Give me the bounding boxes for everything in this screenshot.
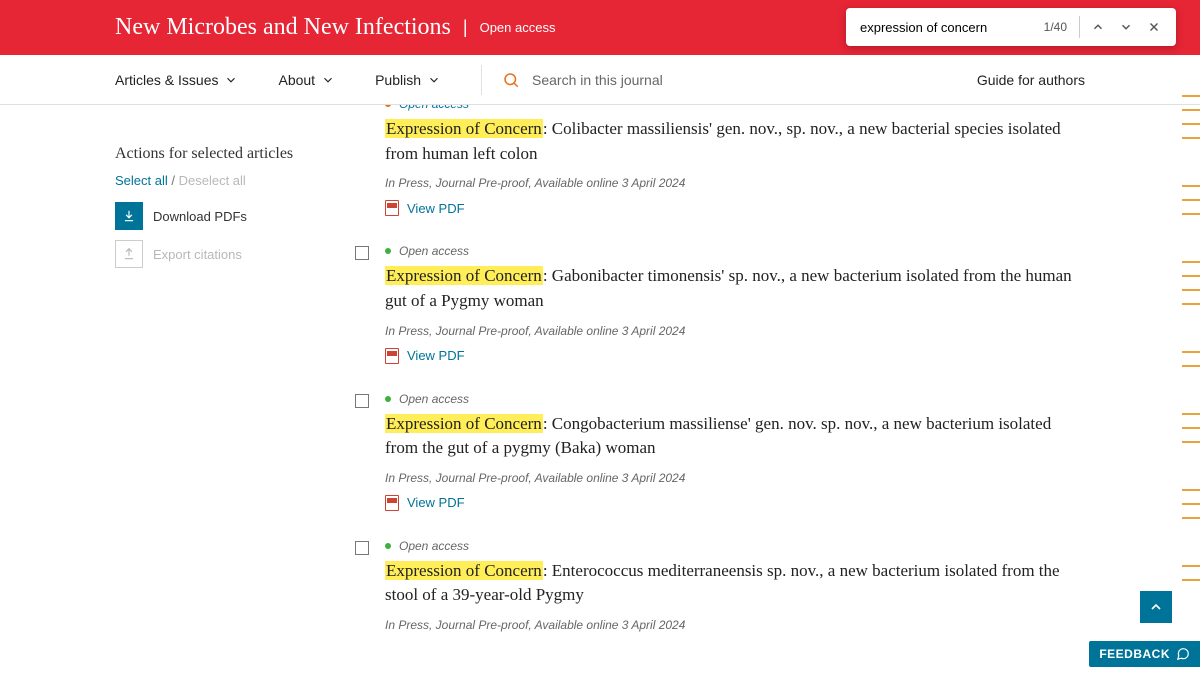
find-in-page-bar: 1/40 bbox=[846, 8, 1176, 46]
download-label: Download PDFs bbox=[153, 209, 247, 224]
chevron-down-icon bbox=[321, 73, 335, 87]
chevron-down-icon bbox=[427, 73, 441, 87]
search-prompt[interactable]: Search in this journal bbox=[532, 72, 663, 88]
nav-articles-issues[interactable]: Articles & Issues bbox=[115, 72, 238, 88]
find-next-button[interactable] bbox=[1112, 13, 1140, 41]
article-checkbox[interactable] bbox=[355, 541, 369, 555]
find-close-button[interactable] bbox=[1140, 13, 1168, 41]
article-item: Open access Expression of Concern: Enter… bbox=[355, 539, 1085, 632]
open-access-label: Open access bbox=[399, 539, 469, 553]
article-meta: In Press, Journal Pre-proof, Available o… bbox=[385, 324, 1085, 338]
article-meta: In Press, Journal Pre-proof, Available o… bbox=[385, 618, 1085, 632]
open-access-label: Open access bbox=[399, 392, 469, 406]
search-highlight: Expression of Concern bbox=[385, 561, 543, 580]
export-icon bbox=[115, 240, 143, 268]
chevron-down-icon bbox=[224, 73, 238, 87]
article-title[interactable]: Expression of Concern: Colibacter massil… bbox=[385, 117, 1085, 166]
journal-header: New Microbes and New Infections | Open a… bbox=[0, 0, 1200, 55]
nav-publish[interactable]: Publish bbox=[375, 72, 441, 88]
chevron-up-icon bbox=[1148, 599, 1164, 615]
view-pdf-label: View PDF bbox=[407, 495, 465, 510]
view-pdf-link[interactable]: View PDF bbox=[385, 348, 1085, 364]
open-access-badge[interactable]: Open access bbox=[480, 20, 556, 35]
chevron-up-icon bbox=[1091, 20, 1105, 34]
scroll-to-top-button[interactable] bbox=[1140, 591, 1172, 623]
feedback-label: FEEDBACK bbox=[1099, 647, 1170, 661]
pdf-icon bbox=[385, 200, 399, 216]
nav-label: Articles & Issues bbox=[115, 72, 218, 88]
feedback-button[interactable]: FEEDBACK bbox=[1089, 641, 1200, 667]
article-meta: In Press, Journal Pre-proof, Available o… bbox=[385, 471, 1085, 485]
view-pdf-link[interactable]: View PDF bbox=[385, 200, 1085, 216]
close-icon bbox=[1147, 20, 1161, 34]
export-citations-button: Export citations bbox=[115, 240, 315, 268]
download-icon bbox=[115, 202, 143, 230]
open-access-dot-icon bbox=[385, 105, 391, 107]
deselect-all-link: Deselect all bbox=[179, 173, 246, 188]
article-item: Expression of Concern: Colibacter massil… bbox=[355, 117, 1085, 216]
open-access-dot-icon bbox=[385, 248, 391, 254]
view-pdf-link[interactable]: View PDF bbox=[385, 495, 1085, 511]
find-separator bbox=[1079, 16, 1080, 38]
nav-label: About bbox=[278, 72, 315, 88]
pdf-icon bbox=[385, 348, 399, 364]
search-highlight: Expression of Concern bbox=[385, 414, 543, 433]
search-highlight: Expression of Concern bbox=[385, 266, 543, 285]
journal-nav: Articles & Issues About Publish Search i… bbox=[0, 55, 1200, 105]
export-label: Export citations bbox=[153, 247, 242, 262]
article-list: Open access Expression of Concern: Colib… bbox=[315, 105, 1085, 667]
article-checkbox[interactable] bbox=[355, 394, 369, 408]
article-title[interactable]: Expression of Concern: Gabonibacter timo… bbox=[385, 264, 1085, 313]
open-access-dot-icon bbox=[385, 396, 391, 402]
nav-label: Publish bbox=[375, 72, 421, 88]
journal-title[interactable]: New Microbes and New Infections bbox=[115, 14, 451, 41]
select-line: Select all / Deselect all bbox=[115, 173, 315, 188]
article-title[interactable]: Expression of Concern: Enterococcus medi… bbox=[385, 559, 1085, 608]
article-item: Open access Expression of Concern: Congo… bbox=[355, 392, 1085, 511]
open-access-indicator: Open access bbox=[385, 392, 1085, 406]
guide-for-authors-link[interactable]: Guide for authors bbox=[977, 72, 1085, 88]
sidebar-heading: Actions for selected articles bbox=[115, 145, 315, 163]
find-input[interactable] bbox=[854, 16, 1036, 39]
article-item: Open access Expression of Concern: Gabon… bbox=[355, 244, 1085, 363]
open-access-indicator: Open access bbox=[385, 244, 1085, 258]
header-divider: | bbox=[463, 17, 468, 38]
search-icon[interactable] bbox=[502, 71, 520, 89]
article-meta: In Press, Journal Pre-proof, Available o… bbox=[385, 176, 1085, 190]
search-highlight: Expression of Concern bbox=[385, 119, 543, 138]
nav-about[interactable]: About bbox=[278, 72, 335, 88]
open-access-dot-icon bbox=[385, 543, 391, 549]
download-pdfs-button[interactable]: Download PDFs bbox=[115, 202, 315, 230]
find-prev-button[interactable] bbox=[1084, 13, 1112, 41]
open-access-indicator: Open access bbox=[385, 105, 1085, 111]
find-count: 1/40 bbox=[1036, 20, 1075, 34]
open-access-indicator: Open access bbox=[385, 539, 1085, 553]
chevron-down-icon bbox=[1119, 20, 1133, 34]
actions-sidebar: Actions for selected articles Select all… bbox=[115, 105, 315, 675]
pdf-icon bbox=[385, 495, 399, 511]
view-pdf-label: View PDF bbox=[407, 201, 465, 216]
nav-separator bbox=[481, 65, 482, 95]
slash: / bbox=[171, 173, 178, 188]
article-title[interactable]: Expression of Concern: Congobacterium ma… bbox=[385, 412, 1085, 461]
view-pdf-label: View PDF bbox=[407, 348, 465, 363]
select-all-link[interactable]: Select all bbox=[115, 173, 168, 188]
article-checkbox[interactable] bbox=[355, 246, 369, 260]
open-access-label: Open access bbox=[399, 244, 469, 258]
chat-icon bbox=[1176, 647, 1190, 661]
